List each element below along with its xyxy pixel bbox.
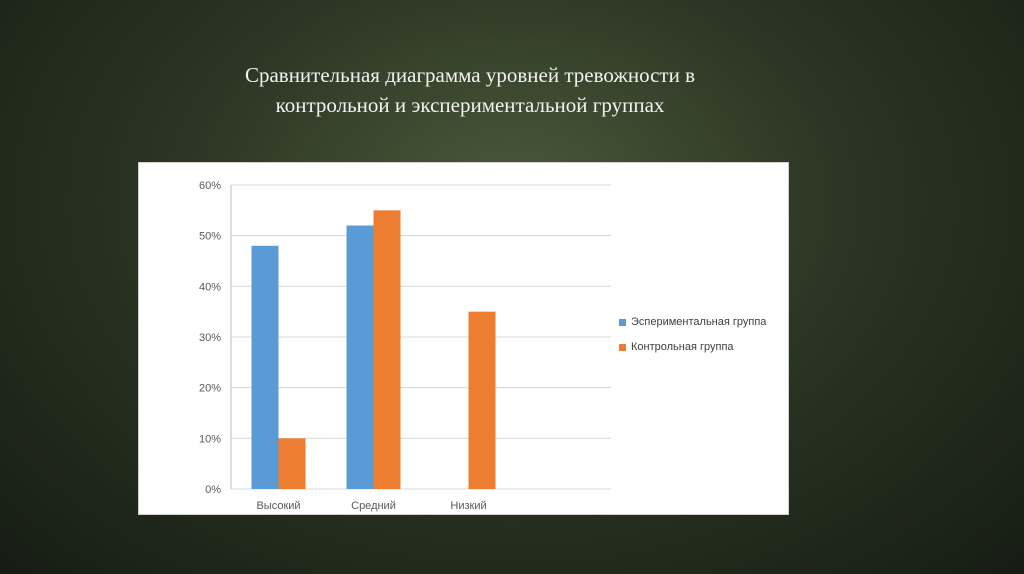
slide-title: Сравнительная диаграмма уровней тревожно… <box>160 60 780 120</box>
legend-label-experimental: Эспериментальная группа <box>631 316 767 328</box>
legend-swatch-experimental <box>619 318 626 326</box>
legend-swatch-control <box>619 343 626 351</box>
x-tick-label: Высокий <box>256 500 300 512</box>
y-tick-label: 40% <box>199 281 221 293</box>
legend-label-control: Контрольная группа <box>631 341 734 353</box>
legend-item-control: Контрольная группа <box>619 340 766 354</box>
y-tick-label: 50% <box>199 231 221 243</box>
x-tick-label: Низкий <box>450 500 486 512</box>
y-tick-label: 30% <box>199 332 221 344</box>
chart-legend: Эспериментальная группа Контрольная груп… <box>619 315 766 365</box>
bar <box>468 311 496 489</box>
bar <box>251 245 279 489</box>
title-line-1: Сравнительная диаграмма уровней тревожно… <box>244 63 696 87</box>
y-tick-label: 10% <box>199 433 221 445</box>
legend-item-experimental: Эспериментальная группа <box>619 315 766 329</box>
x-tick-label: Средний <box>351 500 396 512</box>
bar <box>346 225 374 489</box>
bar <box>373 210 401 490</box>
bar <box>278 438 306 489</box>
y-tick-label: 0% <box>205 484 221 496</box>
chart-panel: 0% 10% 20% 30% 40% 50% 60% Высокий Средний Низкий… <box>138 162 789 515</box>
y-tick-label: 20% <box>199 383 221 395</box>
bar-chart: 0% 10% 20% 30% 40% 50% 60% Высокий Средний Низкий <box>199 180 611 512</box>
y-tick-label: 60% <box>199 180 221 192</box>
title-line-2: контрольной и экспериментальной группах <box>275 93 665 117</box>
